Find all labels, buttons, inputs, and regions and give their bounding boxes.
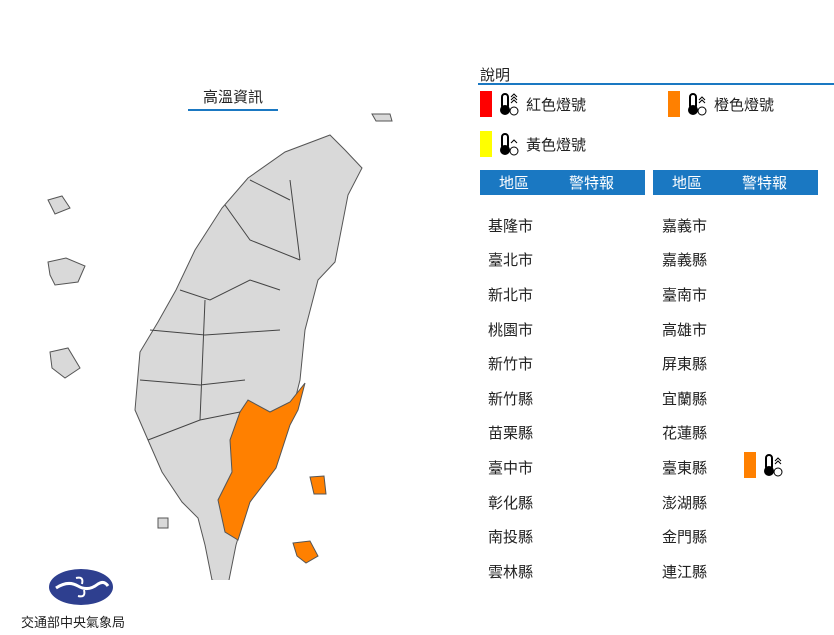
region-name: 新竹市 xyxy=(488,355,534,374)
region-name: 連江縣 xyxy=(662,562,708,581)
map-title: 高溫資訊 xyxy=(188,86,278,111)
region-name: 雲林縣 xyxy=(488,562,534,581)
legend-title: 說明 xyxy=(480,66,511,84)
thermometer-alert-icon xyxy=(762,452,784,482)
table-row: 澎湖縣 xyxy=(662,485,834,520)
region-taitung[interactable] xyxy=(217,382,306,541)
region-list-left: 基隆市臺北市新北市桃園市新竹市新竹縣苗栗縣臺中市彰化縣南投縣雲林縣 xyxy=(488,208,668,589)
thermometer-alert-icon xyxy=(498,131,520,157)
island-wangan[interactable] xyxy=(49,347,81,379)
region-name: 嘉義縣 xyxy=(662,251,708,270)
table-row: 新竹市 xyxy=(488,346,668,381)
yellow-swatch xyxy=(480,131,492,157)
region-name: 臺東縣 xyxy=(662,458,708,477)
table-row: 苗栗縣 xyxy=(488,416,668,451)
island-lamay[interactable] xyxy=(157,517,169,529)
cwb-logo xyxy=(49,569,113,605)
region-name: 南投縣 xyxy=(488,528,534,547)
legend-divider xyxy=(478,83,834,85)
region-name: 桃園市 xyxy=(488,320,534,339)
region-name: 苗栗縣 xyxy=(488,424,534,443)
table-row: 連江縣 xyxy=(662,554,834,589)
logo-text: 交通部中央氣象局 xyxy=(21,616,126,631)
region-name: 臺南市 xyxy=(662,285,708,304)
table-row: 花蓮縣 xyxy=(662,416,834,451)
table-header-right: 地區 警特報 xyxy=(653,170,818,195)
table-row: 臺東縣 xyxy=(662,450,834,485)
region-name: 澎湖縣 xyxy=(662,493,708,512)
region-name: 新北市 xyxy=(488,285,534,304)
warning-indicator[interactable] xyxy=(744,452,784,482)
orange-swatch xyxy=(744,452,756,479)
island-kinmen[interactable] xyxy=(47,195,71,215)
region-name: 花蓮縣 xyxy=(662,424,708,443)
table-row: 彰化縣 xyxy=(488,485,668,520)
table-row: 臺北市 xyxy=(488,243,668,278)
region-name: 金門縣 xyxy=(662,528,708,547)
table-header-left: 地區 警特報 xyxy=(480,170,645,195)
legend-orange-label: 橙色燈號 xyxy=(714,95,775,114)
table-row: 臺中市 xyxy=(488,450,668,485)
island-penghu[interactable] xyxy=(47,257,86,286)
legend-yellow-label: 黃色燈號 xyxy=(526,135,587,154)
thermometer-alert-icon xyxy=(498,91,520,117)
legend-red: 紅色燈號 xyxy=(480,91,586,117)
table-row: 新竹縣 xyxy=(488,381,668,416)
table-row: 桃園市 xyxy=(488,312,668,347)
table-row: 南投縣 xyxy=(488,519,668,554)
header-warning: 警特報 xyxy=(742,174,788,192)
taiwan-land[interactable] xyxy=(134,134,363,580)
table-row: 高雄市 xyxy=(662,312,834,347)
region-name: 新竹縣 xyxy=(488,389,534,408)
region-name: 臺北市 xyxy=(488,251,534,270)
region-name: 基隆市 xyxy=(488,216,534,235)
thermometer-alert-icon xyxy=(686,91,708,117)
table-row: 金門縣 xyxy=(662,519,834,554)
table-row: 雲林縣 xyxy=(488,554,668,589)
header-warning: 警特報 xyxy=(569,174,615,192)
region-name: 彰化縣 xyxy=(488,493,534,512)
table-row: 嘉義市 xyxy=(662,208,834,243)
table-row: 嘉義縣 xyxy=(662,243,834,278)
header-region: 地區 xyxy=(499,174,530,192)
table-row: 基隆市 xyxy=(488,208,668,243)
island-matsu[interactable] xyxy=(371,113,393,122)
orange-swatch xyxy=(668,91,680,117)
region-name: 宜蘭縣 xyxy=(662,389,708,408)
table-row: 臺南市 xyxy=(662,277,834,312)
legend-red-label: 紅色燈號 xyxy=(526,95,587,114)
red-swatch xyxy=(480,91,492,117)
region-name: 屏東縣 xyxy=(662,355,708,374)
taiwan-map xyxy=(47,113,393,580)
region-name: 高雄市 xyxy=(662,320,708,339)
table-row: 屏東縣 xyxy=(662,346,834,381)
table-row: 宜蘭縣 xyxy=(662,381,834,416)
legend-orange: 橙色燈號 xyxy=(668,91,774,117)
region-list-right: 嘉義市嘉義縣臺南市高雄市屏東縣宜蘭縣花蓮縣臺東縣澎湖縣金門縣連江縣 xyxy=(662,208,834,589)
island-green[interactable] xyxy=(309,475,327,495)
island-orchid[interactable] xyxy=(292,540,319,564)
header-region: 地區 xyxy=(672,174,703,192)
table-row: 新北市 xyxy=(488,277,668,312)
region-name: 臺中市 xyxy=(488,458,534,477)
region-name: 嘉義市 xyxy=(662,216,708,235)
legend-yellow: 黃色燈號 xyxy=(480,131,586,157)
